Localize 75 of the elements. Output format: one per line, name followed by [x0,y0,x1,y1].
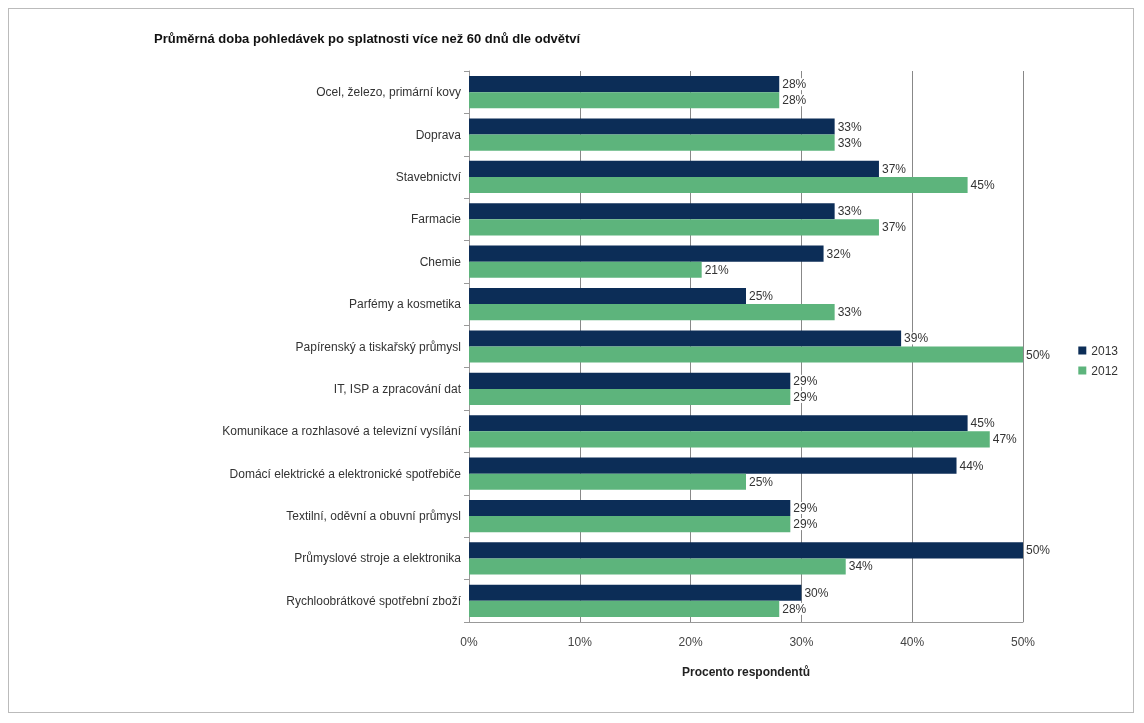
bar [469,431,990,448]
y-tick-label: Papírenský a tiskařský průmysl [295,339,461,354]
bar [469,388,791,405]
data-label: 34% [848,559,874,574]
data-label: 47% [992,432,1018,447]
data-label: 25% [749,474,774,489]
data-label: 29% [793,389,818,404]
y-tick-label: Komunikace a rozhlasové a televizní vysílání [222,424,462,439]
data-label: 37% [881,220,907,235]
x-tick-label: 30% [789,635,814,649]
bar [469,516,791,533]
bar [469,245,824,262]
y-tick-label: Stavebnictví [395,169,462,184]
y-tick-label: Doprava [415,127,462,142]
bar [469,415,968,432]
bar [469,542,1023,559]
bar [469,288,746,305]
data-label: 50% [1026,543,1051,558]
data-label: 37% [881,161,907,176]
y-tick-label: Ocel, železo, primární kovy [316,85,461,100]
data-label: 25% [749,289,774,304]
bar [469,584,802,601]
data-label: 32% [826,246,851,261]
data-label: 28% [782,601,807,616]
bar [469,176,968,194]
chart-title: Průměrná doba pohledávek po splatnosti více než 60 dnů dle odvětví [154,31,581,46]
legend-label: 2013 [1091,343,1119,358]
bar [469,499,791,517]
bar [469,92,780,109]
x-tick-label: 50% [1010,635,1036,649]
data-label: 21% [704,262,730,277]
data-label: 29% [793,517,818,532]
data-label: 29% [793,373,818,388]
data-label: 44% [959,458,984,473]
y-tick-label: Parfémy a kosmetika [348,297,462,312]
data-label: 33% [837,119,862,134]
bar [469,330,902,347]
x-tick-label: 20% [678,635,703,649]
y-tick-label: Farmacie [410,212,462,227]
x-tick-label: 40% [900,635,925,649]
data-label: 50% [1026,347,1051,362]
y-tick-label: Textilní, oděvní a obuvní průmysl [286,509,461,524]
bar [469,118,835,135]
data-label: 45% [970,416,995,431]
data-label: 29% [793,500,818,515]
data-label: 33% [837,135,862,150]
bar [469,600,780,617]
data-label: 39% [904,331,929,346]
bar [469,558,846,575]
legend-label: 2012 [1091,363,1119,378]
bar [469,160,879,177]
y-tick-label: Chemie [419,254,462,269]
data-label: 45% [970,178,995,193]
bar [469,76,780,93]
bar [469,372,791,389]
data-label: 28% [782,77,807,92]
bar [469,219,879,236]
y-tick-label: Domácí elektrické a elektronické spotřebiče [229,466,462,481]
data-label: 33% [837,305,862,320]
bar [469,346,1023,363]
bar [469,473,746,490]
y-tick-label: Rychloobrátkové spotřební zboží [286,593,462,608]
y-tick-label: Průmyslové stroje a elektronika [294,551,462,566]
bar [469,457,957,474]
x-tick-label: 0% [460,635,478,649]
data-label: 30% [804,585,829,600]
data-label: 33% [837,204,862,219]
bar [469,304,835,321]
bar [469,134,835,151]
y-tick-label: IT, ISP a zpracování dat [333,381,462,396]
bar [469,261,702,278]
x-tick-label: 10% [567,635,593,649]
bar [469,203,835,220]
data-label: 28% [782,93,807,108]
x-axis-title: Procento respondentů [681,665,811,679]
